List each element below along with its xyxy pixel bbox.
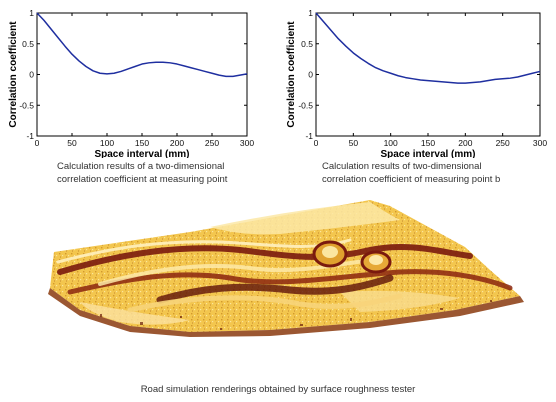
dark-groove bbox=[57, 243, 473, 275]
x-tick-label: 300 bbox=[533, 138, 547, 148]
dark-groove bbox=[156, 274, 394, 304]
y-tick-label: -1 bbox=[26, 131, 34, 141]
correlation-chart-a: 0 50 100 150 200 250 300 -1 -0.5 0 0.5 1 Space inter… bbox=[0, 0, 278, 163]
x-tick-label: 200 bbox=[458, 138, 472, 148]
chart-b-caption: Calculation results of two-dimensional c… bbox=[322, 160, 542, 186]
chart-a-caption: Calculation results of a two-dimensional… bbox=[57, 160, 277, 186]
road-surface-rendering bbox=[48, 200, 524, 337]
correlation-series-line bbox=[36, 12, 248, 78]
y-axis-label: Correlation coefficient bbox=[286, 21, 297, 128]
y-tick-label: 1 bbox=[308, 8, 313, 18]
chart-a-caption-line-1: Calculation results of a two-dimensional bbox=[57, 161, 225, 172]
surface-bump-highlight bbox=[322, 246, 338, 258]
y-tick-label: 0 bbox=[308, 70, 313, 80]
x-tick-label: 150 bbox=[135, 138, 149, 148]
x-tick-label: 100 bbox=[100, 138, 114, 148]
y-tick-label: 0 bbox=[29, 70, 34, 80]
x-axis-label: Space interval (mm) bbox=[94, 149, 189, 158]
x-tick-label: 0 bbox=[314, 138, 319, 148]
x-tick-label: 50 bbox=[67, 138, 77, 148]
y-tick-label: 0.5 bbox=[22, 39, 34, 49]
light-patch bbox=[340, 290, 460, 312]
y-tick-label: 1 bbox=[29, 8, 34, 18]
x-tick-label: 250 bbox=[496, 138, 510, 148]
dark-groove bbox=[67, 269, 513, 295]
y-tick-label: -1 bbox=[305, 131, 313, 141]
light-ridge bbox=[127, 293, 403, 313]
x-tick-label: 100 bbox=[384, 138, 398, 148]
correlation-chart-b-svg: 0 50 100 150 200 250 300 -1 -0.5 0 0.5 1 Space inter… bbox=[286, 8, 547, 160]
light-patch bbox=[210, 202, 400, 235]
figure-caption: Road simulation renderings obtained by s… bbox=[140, 384, 416, 395]
correlation-series-line bbox=[315, 12, 541, 84]
y-tick-label: -0.5 bbox=[298, 100, 313, 110]
x-tick-label: 150 bbox=[421, 138, 435, 148]
correlation-chart-b: 0 50 100 150 200 250 300 -1 -0.5 0 0.5 1 Space inter… bbox=[278, 0, 556, 163]
chart-b-caption-line-1: Calculation results of two-dimensional bbox=[322, 161, 482, 172]
chart-b-caption-line-2: correlation coefficient of measuring poi… bbox=[322, 174, 501, 185]
x-axis-label: Space interval (mm) bbox=[380, 149, 475, 158]
x-tick-label: 250 bbox=[205, 138, 219, 148]
x-tick-label: 300 bbox=[240, 138, 254, 148]
x-tick-label: 50 bbox=[349, 138, 359, 148]
correlation-chart-a-svg: 0 50 100 150 200 250 300 -1 -0.5 0 0.5 1 Space inter… bbox=[8, 8, 254, 160]
x-tick-label: 0 bbox=[35, 138, 40, 148]
y-axis-label: Correlation coefficient bbox=[8, 21, 19, 128]
chart-a-caption-line-2: correlation coefficient at measuring poi… bbox=[57, 174, 228, 185]
light-patch bbox=[80, 302, 190, 325]
y-tick-label: 0.5 bbox=[301, 39, 313, 49]
edge-speckles bbox=[100, 300, 492, 330]
plot-frame bbox=[315, 12, 541, 137]
y-tick-label: -0.5 bbox=[19, 100, 34, 110]
light-ridge bbox=[56, 238, 352, 264]
surface-bump-highlight bbox=[369, 255, 383, 265]
x-tick-label: 200 bbox=[170, 138, 184, 148]
